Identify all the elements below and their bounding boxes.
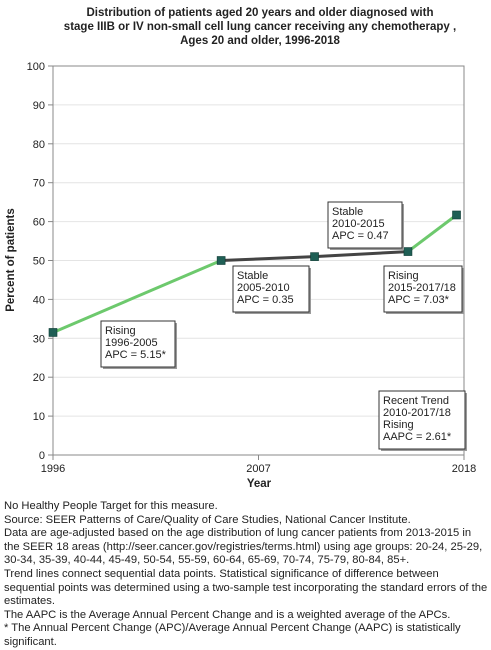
- y-tick-label-0: 0: [39, 450, 45, 462]
- title-line-1: Distribution of patients aged 20 years a…: [86, 7, 434, 19]
- footnotes: No Healthy People Target for this measur…: [4, 500, 489, 650]
- y-tick-label-40: 40: [33, 294, 45, 306]
- annotation-1-line-2: 1996-2005: [105, 337, 158, 349]
- y-tick-label-60: 60: [33, 217, 45, 229]
- annotation-5-line-1: Recent Trend: [383, 395, 449, 407]
- line-chart: 0 10 20 30 40 50 60 70 80 90 100 1996 2007 2018 Perc…: [5, 61, 476, 490]
- note-significance: * The Annual Percent Change (APC)/Averag…: [4, 622, 464, 648]
- annotation-frame-1: [100, 320, 176, 368]
- x-tick-label-1996: 1996: [41, 463, 65, 475]
- annotation-4-line-1: Rising: [388, 270, 419, 282]
- data-markers: [48, 210, 461, 337]
- y-axis-ticks: 0 10 20 30 40 50 60 70 80 90 100: [27, 61, 53, 462]
- y-tick-label-50: 50: [33, 256, 45, 268]
- annotation-frame-3: [327, 201, 403, 249]
- annotation-5-line-2: 2010-2017/18: [383, 407, 451, 419]
- data-point-2: [216, 256, 226, 265]
- annotation-1-line-3: APC = 5.15*: [105, 349, 167, 361]
- annotation-4-line-3: APC = 7.03*: [388, 294, 450, 306]
- data-point-4: [403, 247, 413, 256]
- trend-segment-3: [407, 213, 458, 253]
- annotation-5-line-3: Rising: [383, 419, 414, 431]
- annotation-frame-4: [383, 265, 463, 313]
- y-axis-label: Percent of patients: [5, 208, 17, 312]
- y-tick-label-70: 70: [33, 178, 45, 190]
- annotation-frame-5: [378, 390, 466, 450]
- annotation-5-line-4: AAPC = 2.61*: [383, 431, 452, 443]
- annotation-2-line-1: Stable: [237, 270, 268, 282]
- annotation-4-line-2: 2015-2017/18: [388, 282, 456, 294]
- note-target: No Healthy People Target for this measur…: [4, 500, 218, 512]
- chart-title: Distribution of patients aged 20 years a…: [40, 6, 480, 48]
- note-trend-lines: Trend lines connect sequential data poin…: [4, 567, 491, 608]
- x-tick-label-2007: 2007: [246, 463, 270, 475]
- annotation-1-line-1: Rising: [105, 325, 136, 337]
- y-tick-label-90: 90: [33, 100, 45, 112]
- data-point-3: [310, 252, 319, 261]
- note-age-adjusted: Data are age-adjusted based on the age d…: [4, 527, 486, 567]
- trend-segment-1: [52, 259, 222, 334]
- annotation-3-line-2: 2010-2015: [332, 218, 385, 230]
- note-aapc: The AAPC is the Average Annual Percent C…: [4, 608, 451, 621]
- title-line-3: Ages 20 and older, 1996-2018: [180, 35, 340, 47]
- y-tick-label-100: 100: [27, 61, 45, 73]
- y-tick-label-10: 10: [33, 411, 45, 423]
- x-axis-ticks: 1996 2007 2018: [41, 455, 476, 475]
- data-point-5: [452, 210, 461, 220]
- data-point-1: [48, 328, 58, 337]
- x-tick-label-2018: 2018: [452, 463, 476, 475]
- title-line-2: stage IIIB or IV non-small cell lung can…: [63, 21, 457, 33]
- note-source: Source: SEER Patterns of Care/Quality of…: [4, 513, 411, 526]
- annotation-2-line-2: 2005-2010: [237, 282, 290, 294]
- annotation-2-line-3: APC = 0.35: [237, 294, 294, 306]
- annotation-frame-2: [232, 265, 310, 313]
- annotation-3-line-1: Stable: [332, 206, 363, 218]
- grid: [53, 104, 464, 417]
- x-axis-label: Year: [247, 478, 272, 490]
- y-tick-label-20: 20: [33, 372, 45, 384]
- y-tick-label-80: 80: [33, 139, 45, 151]
- annotation-3-line-3: APC = 0.47: [332, 230, 389, 242]
- y-tick-label-30: 30: [33, 333, 45, 345]
